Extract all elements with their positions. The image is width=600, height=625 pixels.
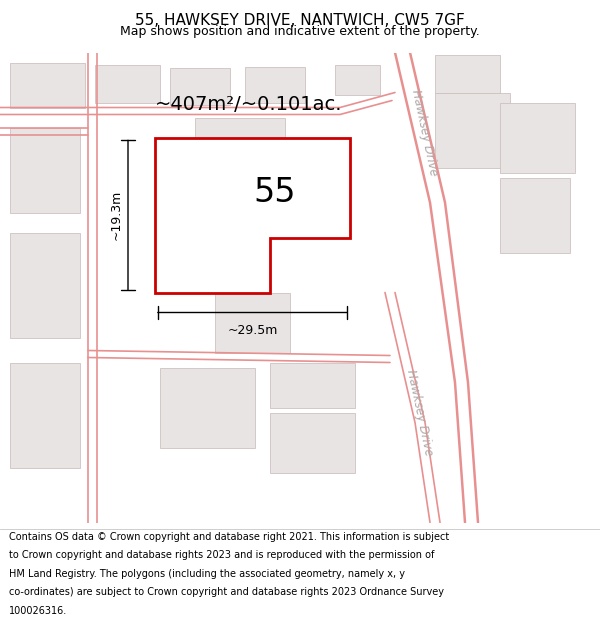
Text: HM Land Registry. The polygons (including the associated geometry, namely x, y: HM Land Registry. The polygons (includin… <box>9 569 405 579</box>
Polygon shape <box>155 138 350 292</box>
Polygon shape <box>95 64 160 102</box>
Polygon shape <box>335 64 380 94</box>
Text: Contains OS data © Crown copyright and database right 2021. This information is : Contains OS data © Crown copyright and d… <box>9 532 449 542</box>
Polygon shape <box>195 118 285 182</box>
Polygon shape <box>10 62 85 107</box>
Text: ~19.3m: ~19.3m <box>110 190 123 240</box>
Polygon shape <box>10 127 80 212</box>
Text: Hawksey Drive: Hawksey Drive <box>409 88 440 177</box>
Polygon shape <box>10 362 80 468</box>
Text: ~407m²/~0.101ac.: ~407m²/~0.101ac. <box>155 95 343 114</box>
Polygon shape <box>270 412 355 472</box>
Text: 55, HAWKSEY DRIVE, NANTWICH, CW5 7GF: 55, HAWKSEY DRIVE, NANTWICH, CW5 7GF <box>135 13 465 28</box>
Text: 55: 55 <box>254 176 296 209</box>
Polygon shape <box>170 68 230 104</box>
Text: ~29.5m: ~29.5m <box>227 324 278 338</box>
Text: 100026316.: 100026316. <box>9 606 67 616</box>
Text: Hawksey Drive: Hawksey Drive <box>404 368 436 457</box>
Polygon shape <box>160 368 255 448</box>
Polygon shape <box>435 54 500 92</box>
Text: to Crown copyright and database rights 2023 and is reproduced with the permissio: to Crown copyright and database rights 2… <box>9 551 434 561</box>
Polygon shape <box>500 102 575 172</box>
Polygon shape <box>435 92 510 168</box>
Polygon shape <box>10 232 80 338</box>
Polygon shape <box>215 292 290 352</box>
Polygon shape <box>270 362 355 408</box>
Text: co-ordinates) are subject to Crown copyright and database rights 2023 Ordnance S: co-ordinates) are subject to Crown copyr… <box>9 588 444 598</box>
Polygon shape <box>500 177 570 252</box>
Text: Map shows position and indicative extent of the property.: Map shows position and indicative extent… <box>120 26 480 39</box>
Polygon shape <box>245 66 305 102</box>
